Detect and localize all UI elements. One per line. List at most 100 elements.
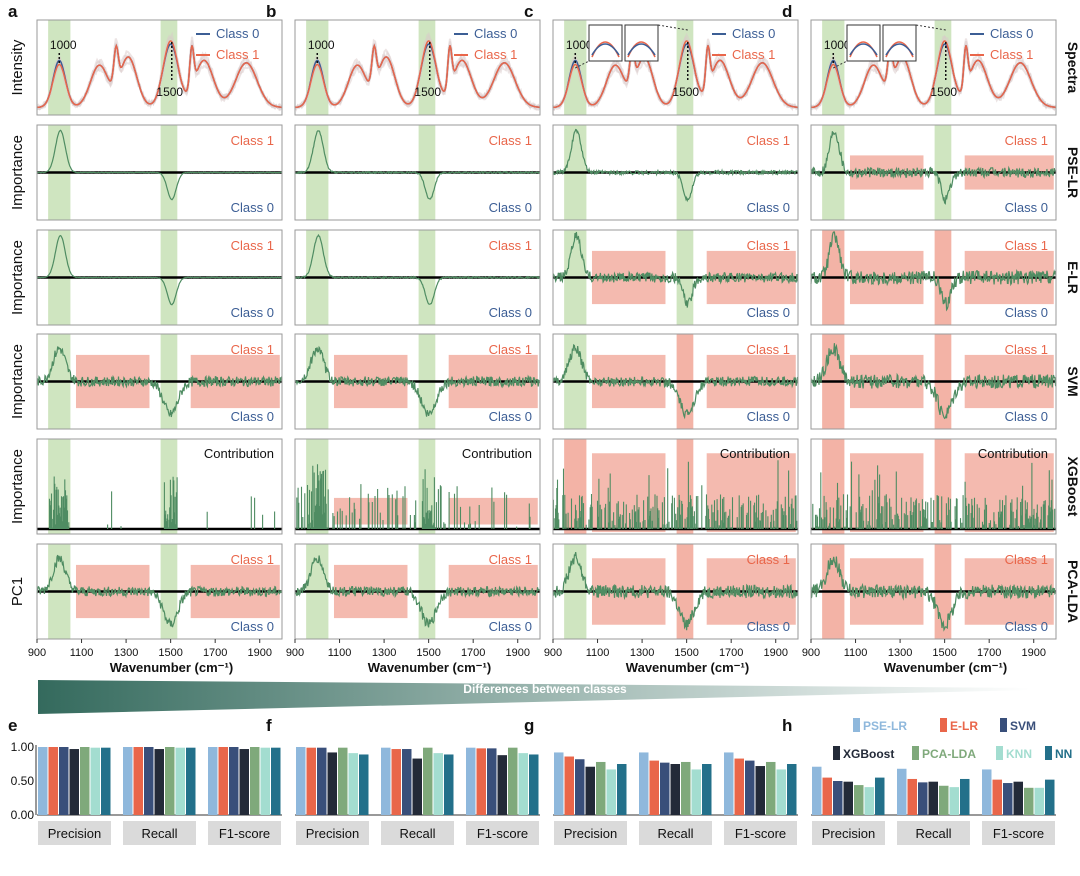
x-tick-label: 1100: [328, 647, 352, 659]
category-label-F1-score: F1-score: [735, 826, 786, 841]
plot-frame: [294, 438, 541, 535]
bar-E-LR-F1-score: [218, 747, 228, 815]
bar-PSE-LR-Recall: [639, 752, 649, 815]
bar-NN-F1-score: [529, 754, 539, 815]
plot-a-SVM: Class 1 Class 0: [36, 333, 283, 430]
plot-d-PSE-LR: Class 1 Class 0: [810, 124, 1057, 221]
plot-b-PCA-LDA: Class 1 Class 0: [294, 543, 541, 640]
x-tick-label: 1300: [114, 647, 138, 659]
legend-class0-label: Class 0: [216, 26, 259, 41]
bar-PCA-LDA-Precision: [338, 747, 348, 815]
class1-label: Class 1: [1005, 552, 1048, 567]
category-label-Precision: Precision: [822, 826, 875, 841]
x-tick-label: 900: [544, 647, 562, 659]
category-label-box: [897, 821, 970, 845]
bar-KNN-Precision: [90, 747, 100, 815]
legend-class1-label: Class 1: [732, 47, 775, 62]
bar-PSE-LR-Precision: [296, 747, 306, 815]
peak-label-1000: 1000: [566, 38, 593, 52]
plot-c-Spectra: 1000 1500 Class 0 Class 1: [552, 19, 799, 116]
contribution-label: Contribution: [204, 446, 274, 461]
bar-PCA-LDA-Recall: [423, 747, 433, 815]
class0-label: Class 0: [231, 305, 274, 320]
x-tick-label: 1700: [203, 647, 227, 659]
class0-label: Class 0: [1005, 305, 1048, 320]
bar-PSE-LR-Recall: [123, 747, 133, 815]
plot-c-PSE-LR: Class 1 Class 0: [552, 124, 799, 221]
x-tick-label: 1100: [586, 647, 610, 659]
class0-label: Class 0: [1005, 200, 1048, 215]
peak-label-1000: 1000: [308, 38, 335, 52]
bar-SVM-Recall: [918, 782, 928, 815]
peak-label-1000: 1000: [50, 38, 77, 52]
y-axis-label: PC1: [9, 577, 26, 606]
legend-swatch-SVM: [1000, 718, 1007, 732]
difference-gradient: Differences between classes: [38, 680, 1030, 714]
plot-frame: [552, 438, 799, 535]
bar-E-LR-Precision: [822, 777, 832, 815]
plot-d-XGBoost: Contribution: [810, 438, 1057, 535]
bar-PSE-LR-F1-score: [208, 747, 218, 815]
legend-label-PSE-LR: PSE-LR: [863, 719, 907, 733]
panel-letter-b: b: [266, 2, 276, 21]
class1-label: Class 1: [489, 552, 532, 567]
class0-label: Class 0: [489, 305, 532, 320]
plot-frame: [36, 333, 283, 430]
y-tick-label: 0.50: [11, 774, 35, 788]
plot-frame: [552, 333, 799, 430]
legend-swatch-KNN: [996, 746, 1003, 760]
plot-frame: [552, 124, 799, 221]
x-axis-title: Wavenumber (cm⁻¹): [626, 660, 749, 675]
bar-panel-letter-e: e: [8, 716, 17, 735]
importance-trace: [552, 343, 799, 420]
legend-label-SVM: SVM: [1010, 719, 1036, 733]
bar-NN-Precision: [101, 747, 111, 815]
category-label-box: [982, 821, 1055, 845]
bar-E-LR-Precision: [48, 747, 58, 815]
contribution-label: Contribution: [720, 446, 790, 461]
zoom-inset: [882, 24, 917, 62]
bar-XGBoost-F1-score: [239, 749, 249, 815]
bar-NN-Recall: [960, 778, 970, 815]
zoom-inset: [588, 24, 623, 62]
x-tick-label: 1300: [888, 647, 912, 659]
bar-PCA-LDA-F1-score: [766, 761, 776, 815]
contribution-label: Contribution: [978, 446, 1048, 461]
bar-panel-h: h Precision Recall F1-score: [782, 716, 1056, 845]
importance-trace: [810, 231, 1057, 312]
category-label-F1-score: F1-score: [477, 826, 528, 841]
bar-E-LR-F1-score: [734, 758, 744, 815]
plot-d-PCA-LDA: Class 1 Class 0: [810, 543, 1057, 640]
legend-label-PCA-LDA: PCA-LDA: [922, 747, 976, 761]
bar-NN-Precision: [875, 777, 885, 815]
class1-label: Class 1: [747, 552, 790, 567]
category-label-F1-score: F1-score: [219, 826, 270, 841]
plot-a-PCA-LDA: Class 1 Class 0: [36, 543, 283, 640]
bar-panel-f: f Precision Recall F1-score: [266, 716, 540, 845]
class0-label: Class 0: [1005, 619, 1048, 634]
bar-KNN-Recall: [175, 747, 185, 815]
bar-PCA-LDA-F1-score: [508, 747, 518, 815]
bar-KNN-Recall: [433, 753, 443, 815]
plot-frame: [552, 229, 799, 326]
bar-E-LR-Precision: [564, 756, 574, 815]
bar-SVM-F1-score: [487, 748, 497, 815]
plot-frame: [36, 543, 283, 640]
plot-c-PCA-LDA: Class 1 Class 0: [552, 543, 799, 640]
plot-a-XGBoost: Contribution: [36, 438, 283, 535]
legend-class1-label: Class 1: [474, 47, 517, 62]
bar-KNN-F1-score: [260, 747, 270, 815]
zoom-leader: [657, 24, 688, 31]
class0-label: Class 0: [747, 409, 790, 424]
legend-swatch-NN: [1045, 746, 1052, 760]
category-label-box: [208, 821, 281, 845]
legend-swatch-PCA-LDA: [912, 746, 919, 760]
category-label-box: [296, 821, 369, 845]
importance-trace: [294, 555, 541, 628]
importance-trace: [552, 231, 799, 308]
row-label-PSE-LR: PSE-LR: [1065, 147, 1080, 198]
y-axis-label: Importance: [9, 344, 26, 419]
bar-NN-F1-score: [787, 764, 797, 815]
